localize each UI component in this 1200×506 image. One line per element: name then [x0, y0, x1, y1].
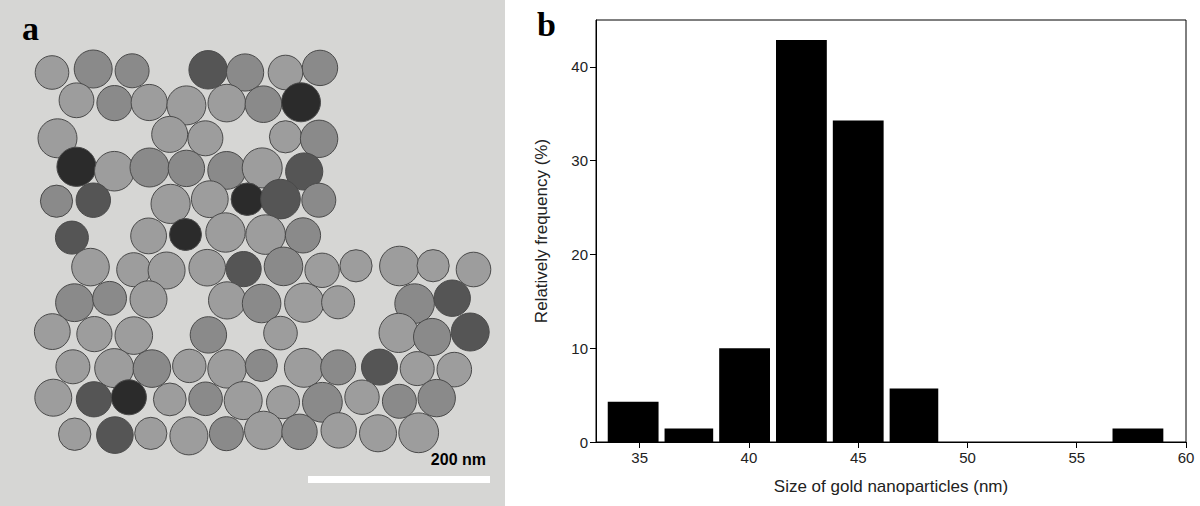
- svg-text:b: b: [537, 6, 556, 43]
- svg-text:45: 45: [850, 449, 867, 466]
- svg-text:35: 35: [631, 449, 648, 466]
- svg-text:40: 40: [741, 449, 758, 466]
- svg-text:10: 10: [571, 340, 588, 357]
- svg-text:50: 50: [959, 449, 976, 466]
- svg-text:Relatively frequency (%): Relatively frequency (%): [532, 139, 551, 323]
- svg-text:0: 0: [580, 434, 588, 451]
- svg-text:60: 60: [1178, 449, 1195, 466]
- svg-text:40: 40: [571, 58, 588, 75]
- svg-text:30: 30: [571, 152, 588, 169]
- svg-text:20: 20: [571, 246, 588, 263]
- svg-text:200 nm: 200 nm: [431, 451, 486, 468]
- svg-text:55: 55: [1068, 449, 1085, 466]
- svg-text:Size of gold nanoparticles (nm: Size of gold nanoparticles (nm): [774, 477, 1008, 496]
- svg-text:a: a: [22, 10, 39, 47]
